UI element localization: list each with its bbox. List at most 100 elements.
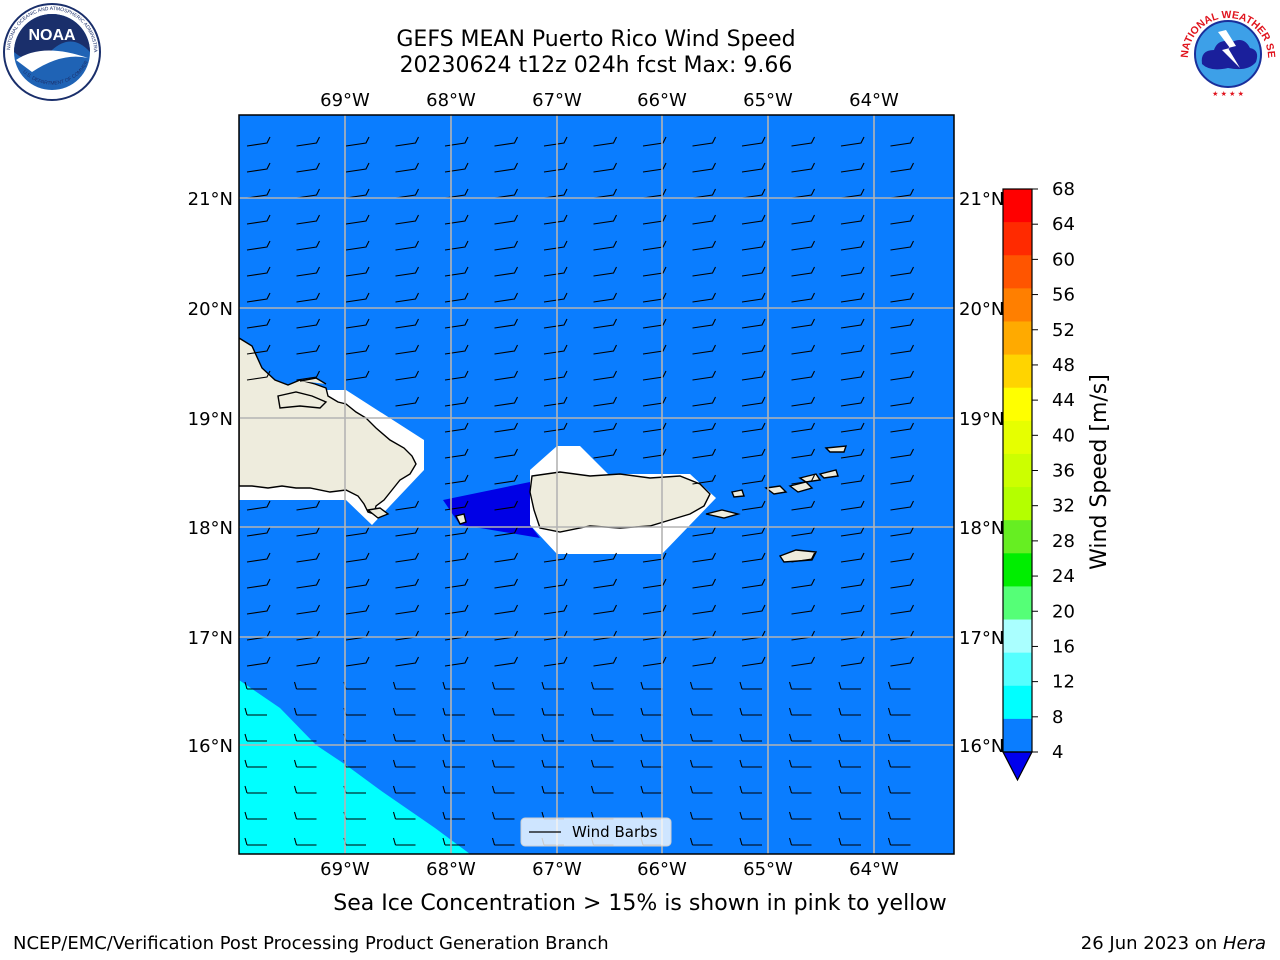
wind-barb [890,578,914,589]
coastline-tortola [798,473,822,483]
wind-barb [543,162,568,173]
colorbar-tick-label: 20 [1052,601,1075,622]
wind-barb [788,733,812,742]
wind-barb [741,552,766,563]
wind-barb [840,500,865,511]
wind-barb [890,526,914,537]
wind-barb [840,370,865,381]
map-plot-area [239,115,954,854]
wind-barb [642,370,667,381]
wind-barb [840,240,865,251]
wind-barb [887,733,911,742]
wind-barb [296,214,320,225]
wind-barb [246,656,271,667]
nws-logo: NATIONAL WEATHER SERVICE ★ ★ ★ ★ [1178,2,1277,100]
wind-barb [741,240,766,251]
colorbar-swatch [1003,222,1032,256]
colorbar-swatch [1003,718,1032,753]
wind-barb [593,422,617,433]
wind-barb [392,681,416,690]
colorbar-tick-label: 40 [1052,425,1075,446]
wind-barb [692,552,716,563]
wind-barb [593,318,617,329]
wind-barb [246,344,271,355]
wind-barb [840,552,865,563]
wind-barb [791,448,815,459]
wind-barb [593,188,617,199]
wind-barb [840,292,865,303]
wind-field-below-4-region [443,482,540,538]
wind-barb [246,318,271,329]
lat-label-left: 21°N [188,189,233,210]
footer-machine: Hera [1222,933,1266,954]
coastline-samana [277,391,328,409]
coastline-north [299,377,327,385]
wind-barb [395,162,419,173]
wind-barb [296,656,320,667]
wind-barbs [244,136,914,846]
wind-barb [541,733,564,742]
wind-barb [788,785,812,794]
wind-barb [345,162,370,173]
wind-barb [890,188,914,199]
wind-barb [640,733,663,742]
wind-barb [741,370,766,381]
wind-barbs-legend: Wind Barbs [520,817,672,847]
wind-barb [741,656,766,667]
wind-barb [791,370,815,381]
wind-barb [494,448,518,459]
wind-barb [593,604,617,615]
colorbar-swatch [1003,387,1032,422]
wind-barb [246,266,271,277]
wind-barb [640,681,663,690]
wind-barb [246,188,271,199]
wind-barb [494,552,518,563]
wind-barb [442,811,465,820]
colorbar-extend-arrow [1002,751,1033,782]
wind-barb [395,552,419,563]
lon-label-top: 64°W [849,90,899,111]
wind-barb [741,136,766,147]
wind-barb [244,837,267,846]
lat-label-left: 18°N [188,518,233,539]
wind-barb [543,292,568,303]
wind-barb [890,422,914,433]
wind-barb [494,474,518,485]
wind-barb [491,681,515,690]
wind-barb [791,526,815,537]
wind-barb [692,344,716,355]
wind-barb [296,370,320,381]
wind-barb [640,785,663,794]
wind-barb [392,759,416,768]
wind-barb [642,552,667,563]
wind-barb [890,448,914,459]
wind-barb [345,526,370,537]
wind-barb [442,759,465,768]
wind-barb [543,136,568,147]
wind-barb [593,162,617,173]
wind-barb [890,474,914,485]
wind-barb [788,837,812,846]
wind-barb [642,292,667,303]
wind-barb [494,344,518,355]
wind-barb [246,370,271,381]
wind-barb [642,240,667,251]
wind-barb [642,422,667,433]
wind-barb [741,448,766,459]
wind-barb [840,422,865,433]
wind-barb [692,188,716,199]
wind-barb [692,422,716,433]
wind-barb [293,811,317,820]
wind-barb [593,656,617,667]
wind-barb [494,214,518,225]
wind-barb [395,292,419,303]
wind-barb [345,552,370,563]
footer-date-text: 26 Jun 2023 on [1080,933,1223,954]
lon-label-bottom: 64°W [849,859,899,880]
wind-barb [293,759,317,768]
wind-barb [244,811,267,820]
wind-barb [345,240,370,251]
wind-barb [642,344,667,355]
wind-barb [392,785,416,794]
